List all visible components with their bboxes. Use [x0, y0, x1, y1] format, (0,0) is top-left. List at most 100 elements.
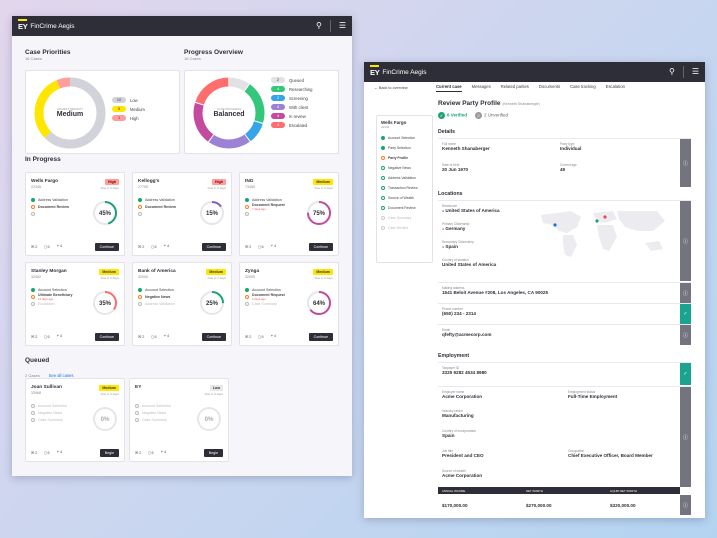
case-card[interactable]: Bank of America 32000 Medium Due in 7 days A…	[132, 262, 232, 346]
field-label: Taxpayer ID	[442, 366, 460, 370]
menu-icon[interactable]: ☰	[691, 67, 699, 76]
field-label: Residence	[442, 204, 458, 208]
step-item: Document Review	[138, 203, 176, 210]
nav-step-account-selection[interactable]: Account Selection	[381, 133, 428, 143]
tab-messages[interactable]: Messages	[471, 84, 491, 89]
tab-escalation[interactable]: Escalation	[605, 84, 625, 89]
employment-info-button[interactable]: ⓘ	[680, 387, 691, 487]
parties-count[interactable]: ⑂ 4	[57, 450, 62, 455]
pin-icon: ●	[442, 227, 445, 231]
taxpayer-verified-button[interactable]: ✓	[680, 363, 691, 385]
continue-button[interactable]: Continue	[308, 243, 333, 251]
comments-count[interactable]: ✉ 2	[138, 334, 144, 339]
donut-segment-high	[34, 77, 106, 149]
documents-count[interactable]: ▯ 6	[151, 244, 156, 249]
nav-step-case-review[interactable]: Case Review	[381, 223, 428, 233]
continue-button[interactable]: Continue	[201, 243, 226, 251]
tab-related-parties[interactable]: Related parties	[500, 84, 529, 89]
case-card[interactable]: EY Low Due in 3 days Account Selection Negat…	[129, 378, 229, 462]
parties-count[interactable]: ⑂ 4	[161, 450, 166, 455]
tab-documents[interactable]: Documents	[538, 84, 561, 89]
parties-count[interactable]: ⑂ 4	[164, 244, 169, 249]
continue-button[interactable]: Continue	[201, 333, 226, 341]
parties-count[interactable]: ⑂ 4	[57, 244, 62, 249]
documents-count[interactable]: ▯ 6	[44, 334, 49, 339]
documents-count[interactable]: ▯ 6	[151, 334, 156, 339]
parties-count[interactable]: ⑂ 4	[57, 334, 62, 339]
field-label: Party type	[560, 142, 575, 146]
nav-step-party-selection[interactable]: Party Selection	[381, 143, 428, 153]
back-to-overview-link[interactable]: ← Back to overview	[374, 86, 408, 90]
documents-count[interactable]: ▯ 6	[258, 244, 263, 249]
employment-heading: Employment	[438, 353, 470, 359]
comments-count[interactable]: ✉ 2	[31, 334, 37, 339]
step-list: Account Selection Negative News Case Summa…	[135, 402, 171, 423]
begin-button[interactable]: Begin	[203, 449, 223, 457]
step-status-icon	[381, 186, 385, 190]
documents-count[interactable]: ▯ 6	[148, 450, 153, 455]
nav-step-party-profile[interactable]: Party Profile	[381, 153, 428, 163]
nav-step-document-review[interactable]: Document Review	[381, 203, 428, 213]
case-name: Stanley Morgan	[31, 269, 67, 274]
case-card[interactable]: Stanley Morgan 32452 Medium Due in 5 days Ac…	[25, 262, 125, 346]
continue-button[interactable]: Continue	[94, 243, 119, 251]
comments-count[interactable]: ✉ 2	[138, 244, 144, 249]
phone-panel: Phone number (650) 234 - 2314 ✓	[438, 303, 691, 324]
continue-button[interactable]: Continue	[94, 333, 119, 341]
nav-step-case-summary[interactable]: Case Summary	[381, 213, 428, 223]
mailing-info-button[interactable]: ⓘ	[680, 283, 691, 303]
step-status-icon	[381, 146, 385, 150]
field-label: Mailing address	[442, 286, 465, 290]
documents-count[interactable]: ▯ 6	[44, 450, 49, 455]
income-info-button[interactable]: ⓘ	[680, 495, 691, 515]
case-card[interactable]: Wells Fargo 22345 High Due in 3 days Address…	[25, 172, 125, 256]
documents-count[interactable]: ▯ 6	[258, 334, 263, 339]
nav-step-transaction-review[interactable]: Transaction Review	[381, 183, 428, 193]
comments-count[interactable]: ✉ 2	[245, 334, 251, 339]
page-title-text: Review Party Profile	[438, 100, 501, 107]
tab-current-case[interactable]: Current case	[436, 84, 462, 92]
app-logo[interactable]: EY FinCrime Aegis	[370, 64, 426, 77]
employer-value: Acme Corporation	[442, 394, 483, 399]
comment-icon: ✉	[245, 245, 250, 249]
legend-count: 1	[112, 115, 126, 121]
see-all-cases-link[interactable]: See all cases	[48, 373, 74, 378]
parties-count[interactable]: ⑂ 4	[164, 334, 169, 339]
parties-count[interactable]: ⑂ 4	[271, 244, 276, 249]
case-card[interactable]: Joan Sullivan 33968 Medium Due in 3 days Acc…	[25, 378, 125, 462]
nav-step-source-of-wealth[interactable]: Source of Wealth	[381, 193, 428, 203]
case-card[interactable]: Zynga 32000 Medium Due in 3 days Account Sel…	[239, 262, 339, 346]
search-icon[interactable]: ⚲	[315, 21, 322, 30]
begin-button[interactable]: Begin	[99, 449, 119, 457]
phone-verified-button[interactable]: ✓	[680, 304, 691, 324]
field-label: Country of incorporation	[442, 429, 477, 433]
continue-button[interactable]: Continue	[308, 333, 333, 341]
tab-case-tracking[interactable]: Case tracking	[570, 84, 596, 89]
detail-info-button[interactable]: ⓘ	[680, 139, 691, 187]
comment-icon: ✉	[31, 245, 36, 249]
legend-label: Researching	[289, 86, 313, 92]
location-info-button[interactable]: ⓘ	[680, 201, 691, 281]
case-card[interactable]: ING 73455 Medium Due in 3 days Address Valid…	[239, 172, 339, 256]
parties-count[interactable]: ⑂ 4	[271, 334, 276, 339]
search-icon[interactable]: ⚲	[668, 67, 675, 76]
documents-count[interactable]: ▯ 6	[44, 244, 49, 249]
email-info-button[interactable]: ⓘ	[680, 325, 691, 345]
comments-count[interactable]: ✉ 2	[245, 244, 251, 249]
app-logo[interactable]: EY FinCrime Aegis	[18, 18, 74, 31]
case-card[interactable]: Kellogg's 27705 High Due in 5 days Address V…	[132, 172, 232, 256]
donut-segment-queued	[193, 77, 265, 149]
nav-step-address-validation[interactable]: Address Validation	[381, 173, 428, 183]
nav-step-negative-news[interactable]: Negative News	[381, 163, 428, 173]
step-text: Document Review	[38, 205, 69, 209]
comments-count[interactable]: ✉ 2	[31, 244, 37, 249]
comments-count[interactable]: ✉ 2	[31, 450, 37, 455]
legend-count: 4	[271, 113, 285, 119]
verified-filter[interactable]: ✓ 6 Verified	[438, 112, 467, 119]
documents-value: 6	[47, 335, 50, 339]
case-name: EY	[135, 385, 142, 390]
due-date: Due in 3 days	[314, 276, 333, 280]
comments-count[interactable]: ✉ 2	[135, 450, 141, 455]
menu-icon[interactable]: ☰	[338, 21, 346, 30]
